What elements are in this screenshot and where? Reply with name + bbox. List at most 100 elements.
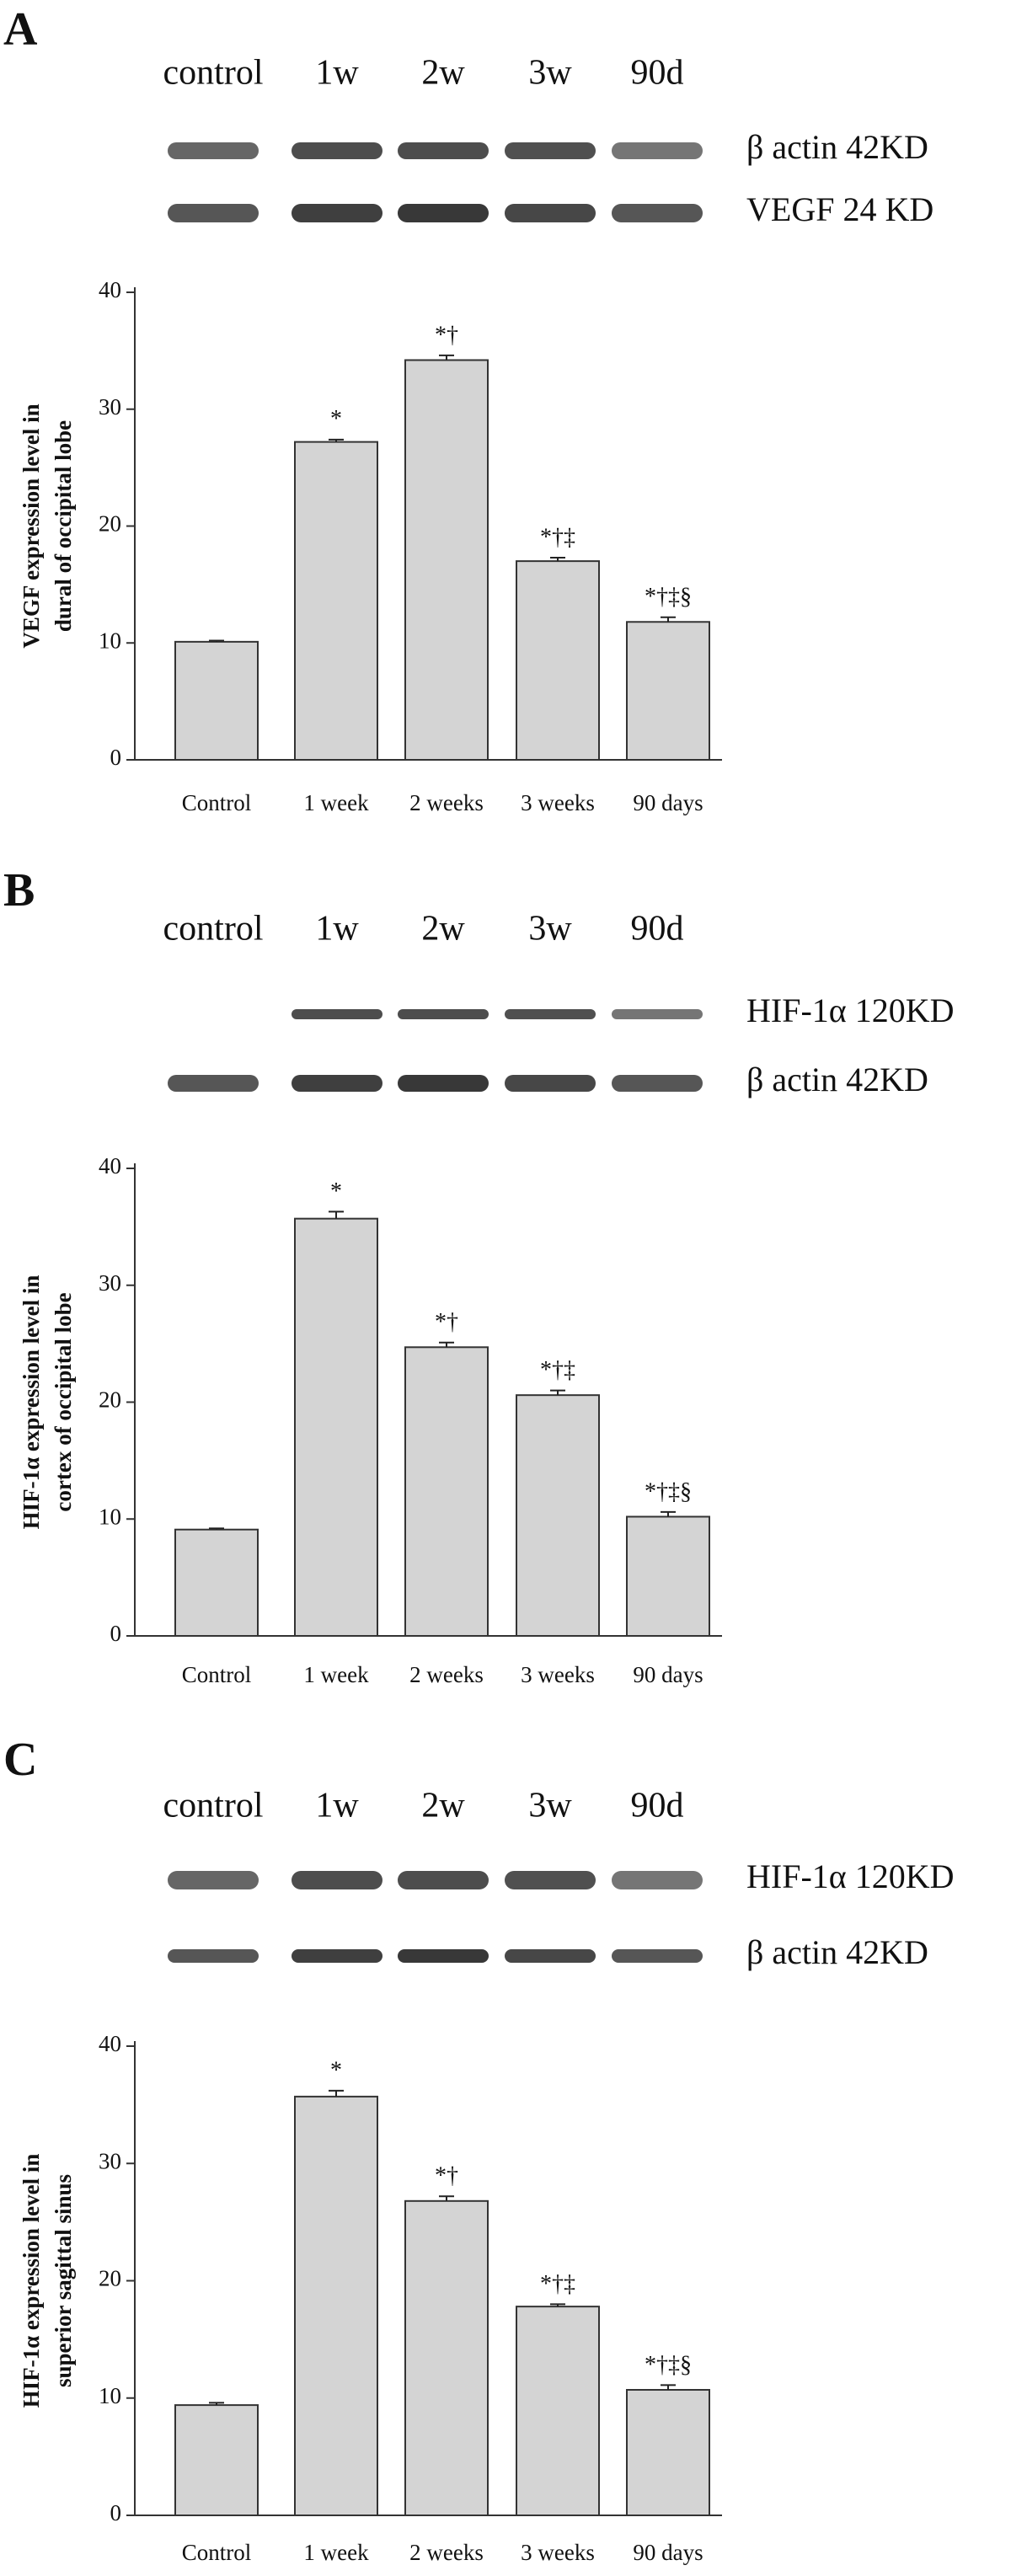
x-tick-label: 2 weeks [409, 790, 484, 815]
blot-band [505, 204, 596, 222]
y-tick-label: 10 [99, 628, 121, 653]
blot-band [398, 1949, 489, 1963]
x-tick-label: 1 week [303, 790, 369, 815]
error-bar [550, 2303, 565, 2307]
y-axis-label: HIF-1α expression level in [19, 2154, 44, 2408]
y-axis-label: dural of occipital lobe [51, 420, 76, 632]
error-bar [661, 2384, 676, 2390]
error-bar [439, 2195, 454, 2201]
y-tick-label: 30 [99, 2148, 121, 2173]
blot-band [168, 1075, 259, 1092]
significance-label: *†‡§ [645, 1478, 692, 1504]
significance-label: *† [435, 1309, 458, 1335]
significance-label: *† [435, 2163, 458, 2189]
y-tick-label: 20 [99, 1387, 121, 1413]
y-tick-label: 40 [99, 277, 121, 302]
bar [516, 2306, 600, 2517]
significance-label: * [330, 1178, 342, 1205]
lane-label: 2w [421, 910, 465, 949]
y-axis-label: superior sagittal sinus [51, 2174, 76, 2387]
blot-band [505, 1075, 596, 1092]
x-tick-label: Control [182, 790, 252, 815]
error-bar [329, 2089, 344, 2097]
y-axis-label: HIF-1α expression level in [19, 1275, 44, 1530]
error-bar [661, 1510, 676, 1517]
lane-label: 1w [315, 54, 359, 93]
x-tick-label: 2 weeks [409, 2540, 484, 2565]
x-tick-label: 3 weeks [521, 2540, 595, 2565]
x-tick-label: 3 weeks [521, 790, 595, 815]
lane-label: 90d [631, 1787, 684, 1825]
bar [294, 441, 378, 761]
band-label: HIF-1α 120KD [746, 1857, 955, 1895]
bar [174, 2404, 259, 2516]
y-tick-label: 0 [110, 1621, 122, 1646]
blot-band [612, 1075, 703, 1092]
blot-band [168, 204, 259, 222]
error-bar [209, 1527, 224, 1530]
error-bar [550, 556, 565, 562]
bar [626, 1515, 710, 1637]
bar [404, 359, 489, 761]
blot-band [505, 1949, 596, 1963]
lane-label: 3w [528, 54, 572, 93]
blot-band [292, 1871, 382, 1889]
blot-band [612, 204, 703, 222]
significance-label: *†‡ [540, 1357, 575, 1383]
significance-label: *† [435, 322, 458, 348]
y-tick-label: 20 [99, 511, 121, 537]
significance-label: * [330, 2057, 342, 2083]
error-bar [439, 354, 454, 361]
blot-band [505, 142, 596, 159]
panel-label: B [3, 864, 35, 917]
bar [294, 2095, 378, 2516]
significance-label: *†‡ [540, 2271, 575, 2297]
blot-band [292, 142, 382, 159]
error-bar [209, 639, 224, 642]
blot-band [292, 1075, 382, 1092]
band-label: β actin 42KD [746, 1933, 928, 1971]
band-label: VEGF 24 KD [746, 190, 933, 228]
y-tick-label: 30 [99, 1270, 121, 1296]
lane-label: control [163, 1787, 264, 1825]
bar [516, 560, 600, 761]
bar [516, 1394, 600, 1638]
blot-band [612, 1009, 703, 1019]
blot-band [505, 1871, 596, 1889]
error-bar [329, 438, 344, 442]
error-bar [329, 1211, 344, 1219]
x-tick-label: 3 weeks [521, 1662, 595, 1687]
blot-band [292, 1949, 382, 1963]
bar [626, 621, 710, 762]
blot-band [168, 1871, 259, 1889]
bar [626, 2389, 710, 2516]
y-tick-label: 30 [99, 394, 121, 420]
blot-band [398, 1871, 489, 1889]
error-bar [439, 1341, 454, 1348]
error-bar [550, 1389, 565, 1396]
lane-label: 90d [631, 910, 684, 949]
band-label: β actin 42KD [746, 1061, 928, 1098]
lane-label: 1w [315, 1787, 359, 1825]
y-tick-label: 20 [99, 2266, 121, 2291]
lane-label: control [163, 910, 264, 949]
x-tick-label: Control [182, 1662, 252, 1687]
blot-band [505, 1009, 596, 1019]
blot-band [168, 1949, 259, 1963]
bar [404, 1346, 489, 1637]
significance-label: *†‡ [540, 524, 575, 550]
blot-band [292, 1009, 382, 1019]
x-tick-label: Control [182, 2540, 252, 2565]
error-bar [209, 2402, 224, 2406]
y-tick-label: 10 [99, 2383, 121, 2408]
lane-label: 2w [421, 1787, 465, 1825]
lane-label: 1w [315, 910, 359, 949]
blot-band [612, 1949, 703, 1963]
blot-band [612, 1871, 703, 1889]
x-tick-label: 90 days [633, 1662, 703, 1687]
band-label: β actin 42KD [746, 128, 928, 166]
y-tick-label: 40 [99, 1153, 121, 1178]
x-tick-label: 1 week [303, 2540, 369, 2565]
y-axis-label: cortex of occipital lobe [51, 1292, 76, 1511]
